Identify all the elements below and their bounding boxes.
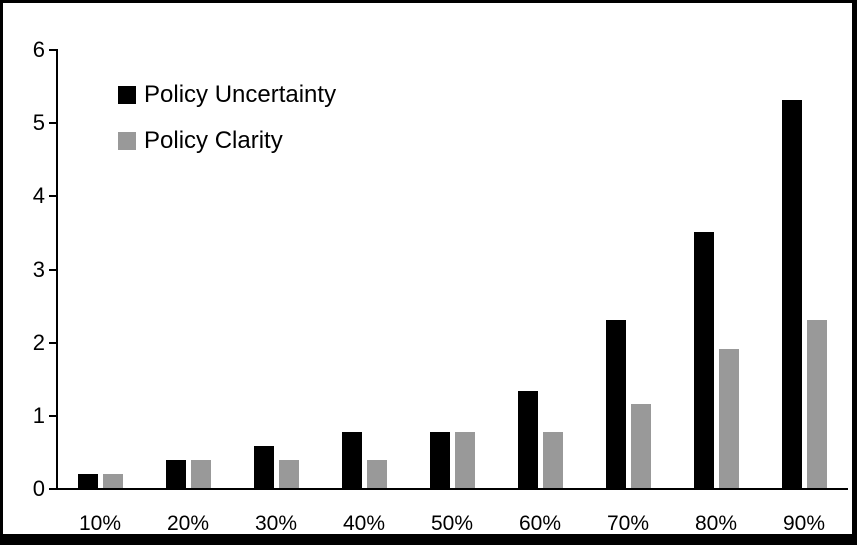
bar-policy-uncertainty-50% <box>429 431 450 488</box>
x-axis-label: 30% <box>254 512 298 535</box>
bar-policy-clarity-20% <box>190 460 211 488</box>
bar-policy-clarity-40% <box>366 460 387 488</box>
bar-policy-uncertainty-60% <box>517 390 538 488</box>
x-axis-label: 60% <box>518 512 562 535</box>
bar-policy-uncertainty-90% <box>781 100 802 488</box>
y-tick-label: 4 <box>32 183 45 209</box>
legend-swatch-icon <box>118 86 136 104</box>
y-tick-label: 6 <box>32 37 45 62</box>
bar-policy-clarity-60% <box>542 431 563 488</box>
y-axis-tick <box>49 488 56 490</box>
bar-policy-uncertainty-10% <box>77 474 98 488</box>
y-axis-tick <box>49 195 56 198</box>
y-tick-label: 1 <box>32 402 45 428</box>
x-axis-label: 70% <box>606 512 650 535</box>
bar-policy-clarity-70% <box>630 403 651 488</box>
bar-policy-uncertainty-20% <box>165 460 186 488</box>
bar-policy-clarity-10% <box>102 474 123 488</box>
x-axis-label: 90% <box>782 512 826 535</box>
x-axis-label: 40% <box>342 512 386 535</box>
y-tick-label: 2 <box>32 329 45 355</box>
legend-label: Policy Uncertainty <box>144 81 337 108</box>
x-axis-label: 20% <box>166 512 210 535</box>
bar-policy-uncertainty-30% <box>253 446 274 488</box>
legend-item-policy-clarity: Policy Clarity <box>118 127 336 154</box>
y-axis-tick <box>49 122 56 125</box>
x-axis-label: 50% <box>430 512 474 535</box>
y-axis-tick <box>49 49 56 51</box>
y-axis-tick <box>49 414 56 417</box>
bar-policy-clarity-50% <box>454 431 475 488</box>
bar-policy-uncertainty-40% <box>341 432 362 488</box>
y-tick-label: 3 <box>32 256 45 282</box>
legend-label: Policy Clarity <box>144 127 283 154</box>
legend-item-policy-uncertainty: Policy Uncertainty <box>118 81 336 108</box>
x-axis-line <box>49 488 848 490</box>
chart-legend: Policy Uncertainty Policy Clarity <box>118 81 336 178</box>
bar-policy-clarity-90% <box>806 319 827 488</box>
bar-policy-uncertainty-70% <box>605 319 626 488</box>
y-tick-label: 0 <box>32 476 45 501</box>
bar-policy-clarity-30% <box>278 460 299 488</box>
y-axis-tick <box>49 341 56 344</box>
plot-area: 0 1 2 3 4 5 6 10% 20% 30% 40% 50% 60% 70% 80% 90% <box>3 3 852 534</box>
x-axis-label: 80% <box>694 512 738 535</box>
bar-policy-uncertainty-80% <box>693 231 714 488</box>
y-axis-line <box>56 49 58 490</box>
legend-swatch-icon <box>118 132 136 150</box>
x-axis-label: 10% <box>78 512 122 535</box>
y-axis-tick <box>49 268 56 271</box>
bar-policy-clarity-80% <box>718 348 739 488</box>
y-tick-label: 5 <box>32 110 45 136</box>
